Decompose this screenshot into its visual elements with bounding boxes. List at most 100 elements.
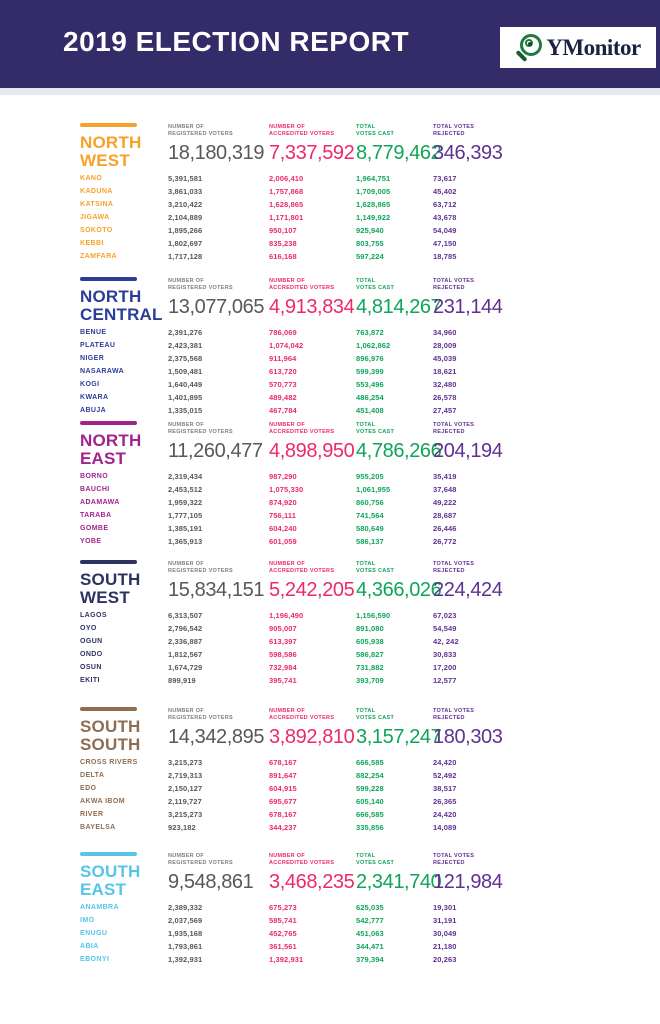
column-header: TOTAL VOTES CAST <box>356 124 395 138</box>
region-section: SOUTH WEST NUMBER OF REGISTERED VOTERS 1… <box>80 560 620 687</box>
state-name: JIGAWA <box>80 214 110 221</box>
state-accredited-voters: 1,171,801 <box>269 213 304 222</box>
column-header: NUMBER OF ACCREDITED VOTERS <box>269 278 335 292</box>
state-votes-rejected: 45,039 <box>433 354 457 363</box>
state-registered-voters: 1,509,481 <box>168 367 203 376</box>
state-accredited-voters: 1,628,865 <box>269 200 304 209</box>
state-name: KEBBI <box>80 240 104 247</box>
state-row: EBONYI 1,392,931 1,392,931 379,394 20,26… <box>80 953 620 966</box>
region-total-accredited: 7,337,592 <box>269 142 355 165</box>
region-total-rejected: 121,984 <box>433 871 503 894</box>
region-total-registered: 15,834,151 <box>168 579 265 602</box>
state-name: TARABA <box>80 512 112 519</box>
state-votes-rejected: 24,420 <box>433 810 457 819</box>
region-name: NORTH CENTRAL <box>80 287 168 325</box>
state-registered-voters: 1,392,931 <box>168 955 203 964</box>
state-accredited-voters: 756,111 <box>269 511 296 520</box>
region-section: SOUTH EAST NUMBER OF REGISTERED VOTERS 9… <box>80 852 620 966</box>
state-row: EDO 2,150,127 604,915 599,228 38,517 <box>80 782 620 795</box>
state-votes-cast: 803,755 <box>356 239 384 248</box>
state-votes-rejected: 73,617 <box>433 174 457 183</box>
region-title-cell: NORTH EAST <box>80 421 168 470</box>
region-accent-line <box>80 560 137 564</box>
state-accredited-voters: 732,984 <box>269 663 297 672</box>
state-votes-cast: 1,156,590 <box>356 611 391 620</box>
region-section: NORTH WEST NUMBER OF REGISTERED VOTERS 1… <box>80 123 620 263</box>
state-accredited-voters: 905,007 <box>269 624 297 633</box>
metric-registered-voters: NUMBER OF REGISTERED VOTERS 18,180,319 <box>168 123 269 172</box>
state-row: KOGI 1,640,449 570,773 553,496 32,480 <box>80 378 620 391</box>
metric-accredited-voters: NUMBER OF ACCREDITED VOTERS 7,337,592 <box>269 123 356 172</box>
state-registered-voters: 2,319,434 <box>168 472 203 481</box>
region-title-cell: SOUTH SOUTH <box>80 707 168 756</box>
region-total-rejected: 346,393 <box>433 142 503 165</box>
state-row: TARABA 1,777,105 756,111 741,564 28,687 <box>80 509 620 522</box>
region-total-cast: 4,786,266 <box>356 440 442 463</box>
state-registered-voters: 1,895,266 <box>168 226 203 235</box>
state-registered-voters: 1,812,567 <box>168 650 203 659</box>
state-accredited-voters: 570,773 <box>269 380 297 389</box>
metric-accredited-voters: NUMBER OF ACCREDITED VOTERS 3,892,810 <box>269 707 356 756</box>
state-name: KWARA <box>80 394 109 401</box>
state-row: OGUN 2,336,887 613,397 605,938 42, 242 <box>80 635 620 648</box>
state-row: GOMBE 1,385,191 604,240 580,649 26,446 <box>80 522 620 535</box>
region-name-line2: EAST <box>80 449 127 469</box>
state-accredited-voters: 835,238 <box>269 239 297 248</box>
state-votes-cast: 451,408 <box>356 406 384 415</box>
report-banner: 2019 ELECTION REPORT YMonitor <box>0 0 660 88</box>
state-row: BORNO 2,319,434 987,290 955,205 35,419 <box>80 470 620 483</box>
state-name: BENUE <box>80 329 107 336</box>
state-registered-voters: 2,104,889 <box>168 213 203 222</box>
state-votes-rejected: 31,191 <box>433 916 457 925</box>
state-name: KOGI <box>80 381 100 388</box>
metric-votes-rejected: TOTAL VOTES REJECTED 121,984 <box>433 852 533 901</box>
state-rows: ANAMBRA 2,389,332 675,273 625,035 19,301… <box>80 901 620 966</box>
column-header: TOTAL VOTES REJECTED <box>433 278 475 292</box>
state-name: ADAMAWA <box>80 499 120 506</box>
region-header: SOUTH EAST NUMBER OF REGISTERED VOTERS 9… <box>80 852 620 901</box>
state-row: ONDO 1,812,567 598,586 586,827 30,833 <box>80 648 620 661</box>
state-votes-rejected: 43,678 <box>433 213 457 222</box>
region-header: NORTH EAST NUMBER OF REGISTERED VOTERS 1… <box>80 421 620 470</box>
ymonitor-logo-text: YMonitor <box>546 34 641 60</box>
metric-votes-rejected: TOTAL VOTES REJECTED 180,303 <box>433 707 533 756</box>
state-registered-voters: 899,919 <box>168 676 196 685</box>
state-registered-voters: 2,119,727 <box>168 797 202 806</box>
region-total-accredited: 5,242,205 <box>269 579 355 602</box>
state-name: KANO <box>80 175 103 182</box>
state-votes-rejected: 54,049 <box>433 226 457 235</box>
region-section: NORTH EAST NUMBER OF REGISTERED VOTERS 1… <box>80 421 620 548</box>
region-name-line1: NORTH <box>80 133 142 152</box>
state-name: EBONYI <box>80 956 110 963</box>
column-header: TOTAL VOTES REJECTED <box>433 561 475 575</box>
state-registered-voters: 923,182 <box>168 823 196 832</box>
state-name: ABUJA <box>80 407 107 414</box>
region-name-line2: WEST <box>80 151 130 171</box>
state-name: EDO <box>80 785 97 792</box>
region-title-cell: SOUTH EAST <box>80 852 168 901</box>
state-registered-voters: 1,640,449 <box>168 380 203 389</box>
state-rows: CROSS RIVERS 3,215,273 678,167 666,585 2… <box>80 756 620 834</box>
state-rows: LAGOS 6,313,507 1,196,490 1,156,590 67,0… <box>80 609 620 687</box>
state-votes-cast: 597,224 <box>356 252 384 261</box>
state-votes-rejected: 14,089 <box>433 823 457 832</box>
state-row: OSUN 1,674,729 732,984 731,882 17,200 <box>80 661 620 674</box>
state-votes-cast: 393,709 <box>356 676 384 685</box>
region-name: NORTH WEST <box>80 133 168 171</box>
state-row: NASARAWA 1,509,481 613,720 599,399 18,62… <box>80 365 620 378</box>
metric-votes-cast: TOTAL VOTES CAST 3,157,247 <box>356 707 442 756</box>
state-accredited-voters: 2,006,410 <box>269 174 304 183</box>
state-row: OYO 2,796,542 905,007 891,080 54,549 <box>80 622 620 635</box>
report-title: 2019 ELECTION REPORT <box>63 26 410 57</box>
state-votes-rejected: 26,772 <box>433 537 457 546</box>
region-total-registered: 9,548,861 <box>168 871 254 894</box>
state-votes-rejected: 49,222 <box>433 498 457 507</box>
state-accredited-voters: 585,741 <box>269 916 297 925</box>
state-accredited-voters: 613,397 <box>269 637 297 646</box>
state-votes-cast: 553,496 <box>356 380 384 389</box>
state-registered-voters: 1,335,015 <box>168 406 203 415</box>
state-votes-rejected: 18,785 <box>433 252 457 261</box>
metric-registered-voters: NUMBER OF REGISTERED VOTERS 14,342,895 <box>168 707 269 756</box>
state-accredited-voters: 604,240 <box>269 524 297 533</box>
state-row: ZAMFARA 1,717,128 616,168 597,224 18,785 <box>80 250 620 263</box>
